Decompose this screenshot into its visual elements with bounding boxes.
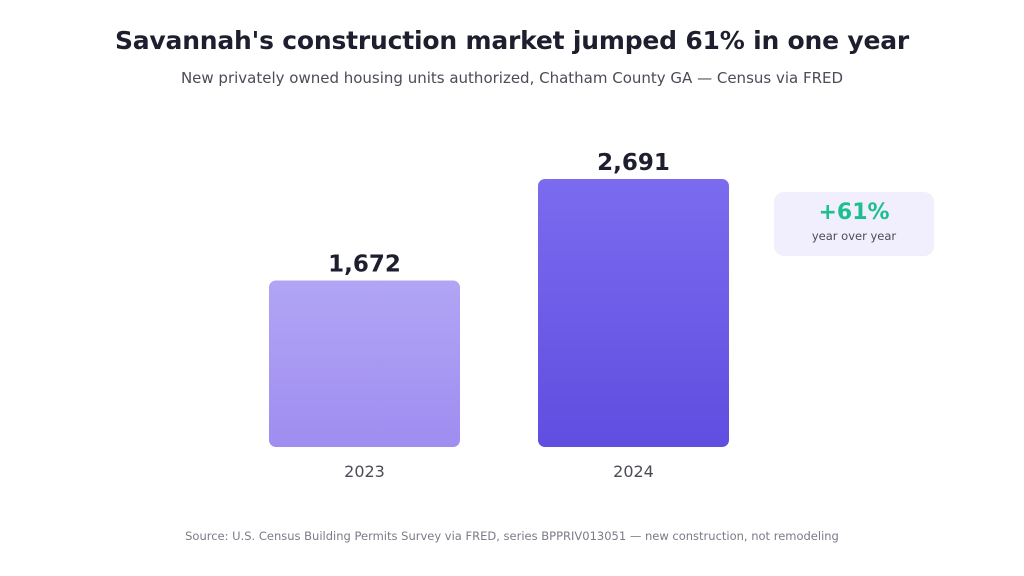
change-badge-label: year over year (811, 229, 897, 243)
change-badge: +61% year over year (774, 192, 934, 256)
bar-2024 (538, 179, 729, 447)
data-label-2024: 2,691 (597, 150, 670, 176)
x-tick-label-2023: 2023 (344, 462, 385, 481)
data-label-2023: 1,672 (328, 251, 401, 277)
source-note: Source: U.S. Census Building Permits Sur… (185, 529, 839, 543)
chart-title: Savannah's construction market jumped 61… (114, 26, 910, 55)
bar-2023 (269, 280, 460, 447)
x-tick-label-2024: 2024 (613, 462, 654, 481)
chart-subtitle: New privately owned housing units author… (180, 69, 844, 87)
change-badge-value: +61% (818, 200, 890, 225)
